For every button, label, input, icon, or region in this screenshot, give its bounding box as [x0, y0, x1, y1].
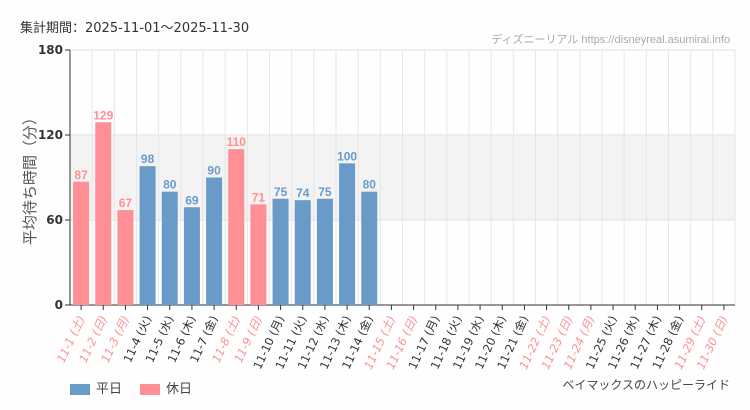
- site-credit: ディズニーリアル https://disneyreal.asumirai.inf…: [491, 34, 730, 46]
- bar: [361, 191, 378, 305]
- bar: [294, 200, 311, 305]
- y-axis-title: 平均待ち時間（分）: [21, 110, 39, 245]
- bar: [95, 122, 112, 305]
- bar: [73, 181, 90, 305]
- bar-value-label: 69: [185, 193, 199, 207]
- y-tick-label: 0: [55, 298, 63, 312]
- bar-value-label: 80: [363, 178, 377, 192]
- bar-value-label: 74: [296, 186, 310, 200]
- bar: [316, 198, 333, 305]
- legend-holiday[interactable]: 休日: [140, 378, 192, 397]
- bar: [206, 177, 223, 305]
- legend-weekday[interactable]: 平日: [70, 378, 122, 397]
- weekday-swatch: [70, 384, 90, 395]
- legend-holiday-label: 休日: [166, 382, 193, 397]
- bar-value-label: 129: [93, 108, 113, 122]
- holiday-swatch: [140, 384, 161, 395]
- bar-value-label: 67: [119, 196, 133, 210]
- bar: [250, 204, 267, 305]
- bar-value-label: 75: [318, 185, 332, 199]
- bar-value-label: 71: [252, 190, 266, 204]
- period-label: 集計期間：2025-11-01～2025-11-30: [20, 21, 250, 36]
- legend: 平日 休日: [70, 378, 192, 397]
- y-tick-label: 120: [38, 128, 63, 142]
- y-tick-label: 180: [38, 43, 63, 57]
- legend-weekday-label: 平日: [96, 382, 123, 397]
- y-tick-label: 60: [46, 213, 63, 227]
- bar: [161, 191, 178, 305]
- bar-value-label: 100: [337, 149, 357, 163]
- bar: [228, 149, 245, 305]
- bar-value-label: 110: [227, 135, 247, 149]
- bar-value-label: 90: [207, 164, 221, 178]
- attraction-name: ベイマックスのハッピーライド: [562, 378, 730, 392]
- bar: [272, 198, 289, 305]
- bar: [339, 163, 356, 305]
- bar: [139, 166, 156, 305]
- bar: [183, 207, 200, 305]
- bar-value-label: 80: [163, 178, 177, 192]
- bar: [117, 210, 134, 305]
- bar-value-label: 98: [141, 152, 155, 166]
- bar-value-label: 75: [274, 185, 288, 199]
- bar-value-label: 87: [74, 168, 88, 182]
